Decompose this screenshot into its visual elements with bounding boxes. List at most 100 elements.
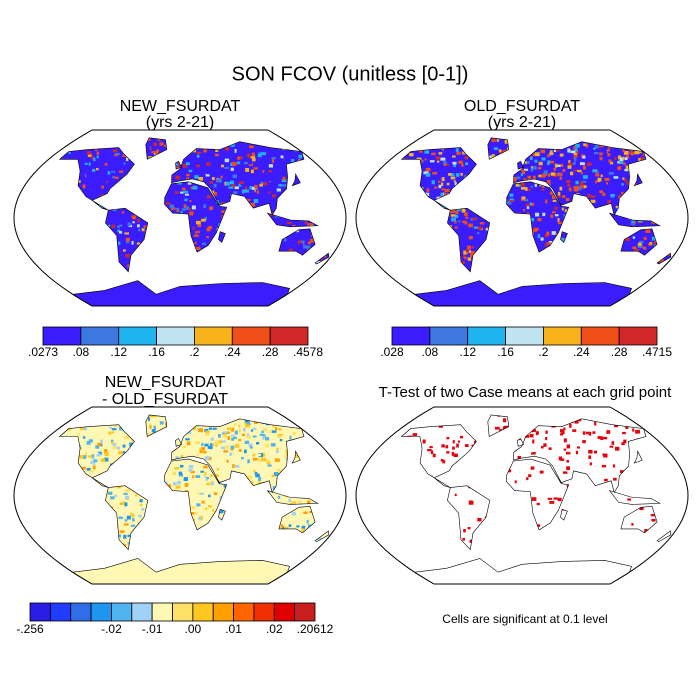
speckle [213,205,218,209]
speckle [574,143,580,148]
speckle [465,444,468,447]
speckle [250,202,255,207]
speckle [262,434,266,438]
speckle [250,174,253,178]
speckle [212,208,215,212]
speckle [238,181,244,184]
speckle [247,453,253,457]
speckle [201,231,205,236]
speckle [183,445,187,449]
speckle [467,257,472,261]
speckle [625,157,628,161]
speckle [87,452,90,456]
colorbar-label: .12 [459,345,476,359]
panel-title: NEW_FSURDAT [120,98,241,115]
colorbar-box [90,602,112,622]
speckle [111,439,114,442]
speckle [622,177,625,180]
speckle [615,446,620,451]
speckle [190,512,195,515]
speckle [307,223,310,227]
speckle [271,474,275,478]
speckle [196,503,201,507]
speckle [450,210,455,214]
speckle [562,471,568,474]
speckle [568,187,572,192]
speckle [214,151,220,156]
speckle [529,157,533,161]
speckle [246,435,251,439]
speckle [593,147,596,150]
speckle [254,421,258,424]
speckle [446,437,450,440]
speckle [213,183,217,188]
colorbar-label: -.256 [16,622,44,636]
speckle [306,245,311,249]
speckle [261,157,267,160]
speckle [203,204,207,209]
speckle [100,458,106,462]
speckle [108,431,112,435]
speckle [588,455,592,459]
speckle [115,152,120,156]
speckle [456,443,459,448]
speckle [211,190,215,194]
speckle [640,157,645,161]
speckle [204,499,208,504]
speckle [455,148,459,153]
colorbar-box [192,602,214,622]
speckle [250,147,254,151]
speckle [119,224,123,227]
speckle [195,247,201,251]
speckle [564,209,569,213]
speckle [192,241,197,245]
speckle [264,170,269,175]
speckle [192,196,197,200]
speckle [183,204,187,209]
speckle [435,156,441,160]
speckle [242,427,246,432]
speckle [123,492,128,495]
speckle [243,193,248,197]
speckle [148,417,151,422]
speckle [261,457,266,462]
speckle [303,248,306,252]
speckle [651,518,656,522]
speckle [567,148,571,153]
speckle [424,192,430,197]
speckle [451,452,455,456]
speckle [123,534,127,539]
speckle [561,207,564,211]
speckle [613,176,619,179]
speckle [225,147,229,151]
colorbar-box [618,326,658,346]
speckle [149,424,152,429]
speckle [113,149,118,153]
speckle [531,166,537,170]
speckle [106,180,109,183]
speckle [223,484,227,488]
speckle [111,428,117,431]
speckle [425,167,431,172]
speckle [150,146,154,150]
speckle [181,208,186,211]
speckle [251,186,255,190]
speckle [199,450,203,454]
speckle [494,426,500,430]
speckle [446,182,450,186]
speckle [291,501,296,505]
speckle [470,253,474,258]
speckle [478,245,481,248]
speckle [119,426,124,431]
speckle [617,188,622,191]
speckle [626,181,630,185]
speckle [422,439,426,444]
speckle [208,494,211,498]
speckle [104,163,109,166]
speckle [452,440,455,444]
speckle [217,178,222,183]
speckle [204,472,207,476]
speckle [74,427,80,431]
speckle [534,227,539,231]
speckle [632,246,637,249]
